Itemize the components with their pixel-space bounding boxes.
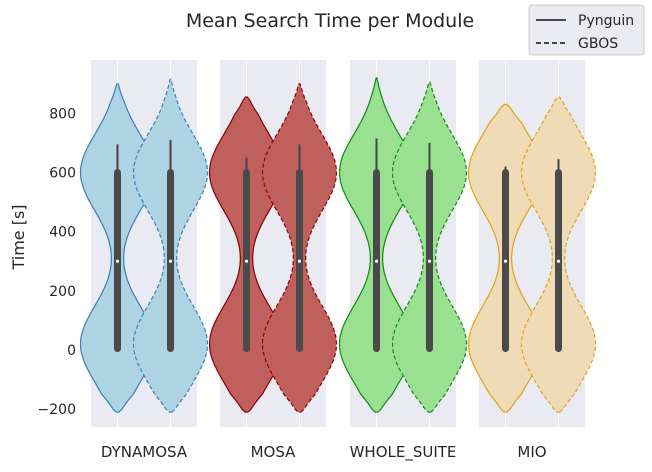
panel-mio: MIO	[467, 60, 597, 461]
category-label: MOSA	[251, 443, 297, 461]
y-tick-label: 200	[49, 284, 76, 300]
chart-title: Mean Search Time per Module	[186, 10, 474, 32]
category-label: DYNAMOSA	[101, 443, 188, 461]
legend-frame	[528, 4, 645, 56]
category-label: MIO	[517, 443, 546, 461]
y-tick-label: −200	[38, 402, 76, 418]
median-point	[115, 259, 120, 263]
legend: Pynguin GBOS	[528, 4, 645, 56]
median-point	[556, 259, 561, 263]
y-tick-label: 800	[49, 106, 76, 122]
panels-group: DYNAMOSA MOSA WHOLE_SUITE MIO	[79, 60, 597, 462]
y-tick-label: 400	[49, 225, 76, 241]
median-point	[427, 259, 432, 263]
y-tick-label: 600	[49, 165, 76, 181]
panel-mosa: MOSA	[208, 60, 338, 461]
category-label: WHOLE_SUITE	[350, 443, 457, 462]
panel-whole-suite: WHOLE_SUITE	[338, 60, 468, 462]
y-axis: −200 0 200 400 600 800	[38, 106, 76, 418]
y-tick-label: 0	[67, 343, 76, 359]
median-point	[374, 259, 379, 263]
median-point	[297, 259, 302, 263]
y-axis-label: Time [s]	[9, 204, 28, 270]
legend-label-gbos: GBOS	[578, 36, 618, 52]
panel-dynamosa: DYNAMOSA	[79, 60, 209, 461]
median-point	[244, 259, 249, 263]
legend-label-pynguin: Pynguin	[578, 13, 634, 29]
median-point	[503, 259, 508, 263]
median-point	[168, 259, 173, 263]
